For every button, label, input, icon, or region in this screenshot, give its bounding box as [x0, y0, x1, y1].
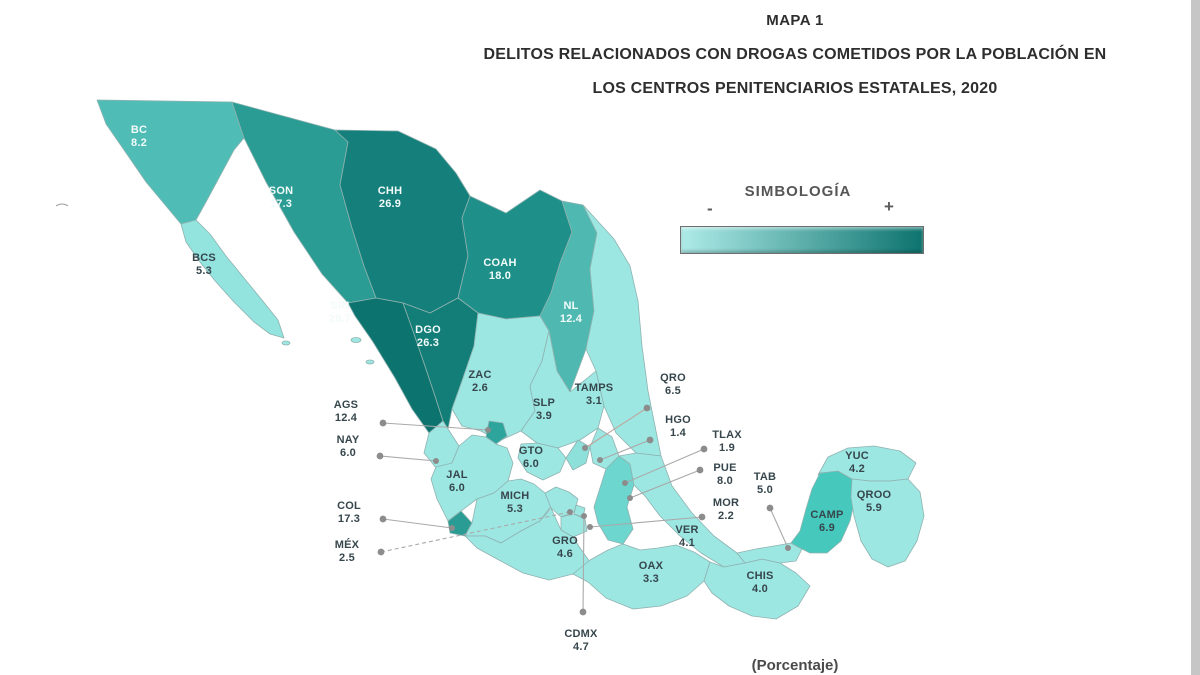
leader-dot: [698, 513, 706, 521]
leader-dot: [449, 525, 455, 531]
leader-lines: [379, 407, 789, 613]
leader-dot: [379, 419, 387, 427]
leader-line-cdmx: [582, 515, 585, 613]
leader-dot: [379, 515, 387, 523]
unit-label: (Porcentaje): [751, 657, 839, 674]
state-shape-oax[interactable]: [572, 543, 711, 610]
state-shape-qroo[interactable]: [850, 478, 925, 568]
leader-line-qro: [584, 407, 648, 449]
state-shape-gro[interactable]: [464, 507, 591, 581]
legend-minus-symbol: -: [707, 199, 713, 218]
leader-line-pue: [629, 469, 701, 499]
right-edge-strip: [1191, 0, 1200, 675]
state-shape-qro[interactable]: [565, 439, 591, 471]
leader-dot: [622, 480, 628, 486]
state-shape-bc[interactable]: [96, 99, 245, 225]
state-shape-ags[interactable]: [485, 420, 508, 445]
leader-dot: [597, 457, 603, 463]
legend-title: SIMBOLOGÍA: [744, 183, 852, 200]
state-shape-bcs[interactable]: [180, 219, 285, 339]
leader-dot: [627, 495, 633, 501]
leader-dot: [567, 509, 573, 515]
leader-line-tlax: [624, 448, 705, 484]
leader-dot: [485, 427, 491, 433]
leader-dot: [433, 458, 439, 464]
leader-line-nay: [379, 455, 437, 462]
leader-dot: [376, 452, 384, 460]
island-mark: [55, 203, 69, 207]
legend-plus-symbol: +: [884, 197, 894, 216]
map-title-line1: DELITOS RELACIONADOS CON DROGAS COMETIDO…: [483, 46, 1107, 63]
state-shape-gto[interactable]: [517, 442, 567, 481]
leader-dot: [582, 445, 588, 451]
leader-dot: [700, 445, 708, 453]
leader-dot: [587, 524, 593, 530]
map-title-line2: LOS CENTROS PENITENCIARIOS ESTATALES, 20…: [592, 80, 998, 97]
island-small-3: [281, 340, 291, 346]
leader-dot: [377, 548, 385, 556]
state-shape-camp[interactable]: [790, 470, 856, 554]
leader-line-mor: [589, 516, 703, 528]
leader-dot: [579, 608, 587, 616]
state-shape-slp[interactable]: [520, 330, 605, 449]
legend-gradient-bar: [680, 226, 924, 254]
leader-line-ags: [382, 422, 489, 431]
state-shape-chis[interactable]: [703, 558, 811, 620]
island-small-1: [350, 337, 362, 343]
map-caption: MAPA 1: [766, 12, 824, 29]
island-small-2: [365, 359, 375, 365]
state-shape-tab[interactable]: [736, 542, 803, 564]
leader-dot: [785, 545, 791, 551]
leader-dot: [581, 513, 587, 519]
leader-line-hgo: [599, 439, 651, 461]
leader-dot: [646, 436, 654, 444]
leader-line-col: [382, 518, 453, 529]
leader-dots: [376, 404, 791, 616]
leader-line-tab: [769, 507, 789, 549]
leader-dot: [643, 404, 651, 412]
leader-dot: [766, 504, 774, 512]
leader-dot: [696, 466, 704, 474]
